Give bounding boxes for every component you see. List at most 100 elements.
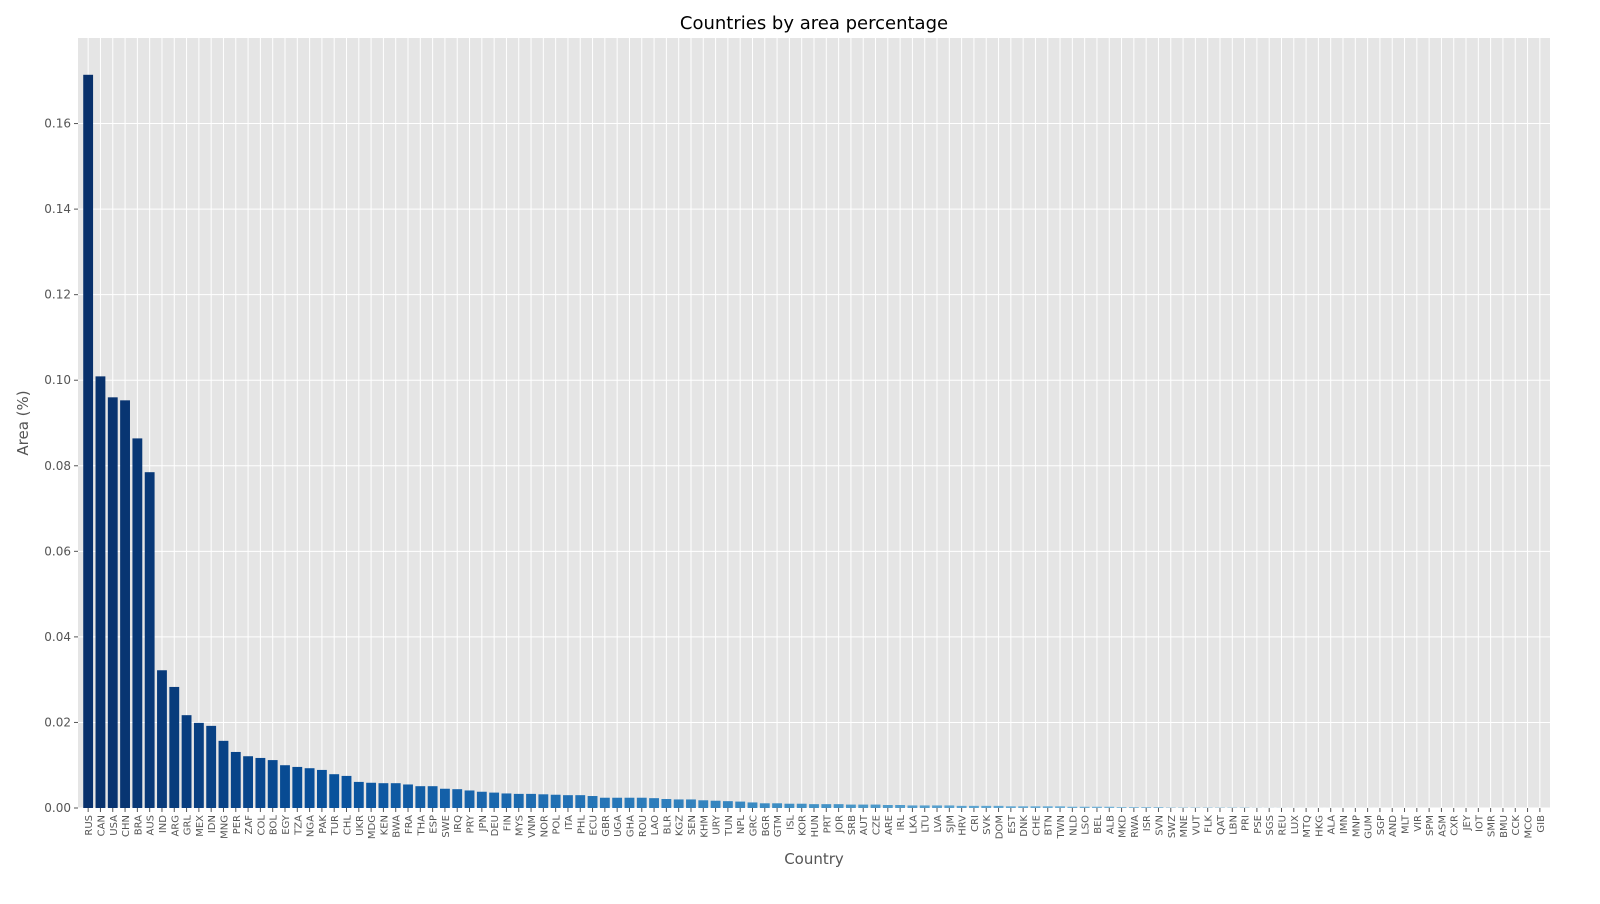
bar-CHN [120,400,130,808]
x-tick-label: MNG [219,815,230,839]
x-tick-label: GRL [183,815,194,836]
x-tick-label: SMR [1487,815,1498,837]
bar-UKR [354,782,364,808]
x-tick-label: BMU [1499,815,1510,838]
bar-SRB [846,805,856,808]
x-tick-label: NGA [306,815,317,837]
bar-FIN [502,793,512,808]
bar-RWA [1129,807,1139,808]
y-axis: 0.000.020.040.060.080.100.120.140.16 [44,117,78,815]
x-tick-label: UGA [613,815,624,837]
bar-BGR [760,803,770,808]
x-tick-label: ECU [589,815,600,836]
x-tick-label: QAT [1216,814,1227,835]
x-tick-label: EST [1007,814,1018,834]
bar-PHL [575,795,585,808]
bar-GRL [182,715,192,808]
bar-MYS [514,794,524,808]
bar-ECU [588,796,598,808]
y-tick-label: 0.00 [44,801,71,815]
bar-DNK [1018,806,1028,808]
bar-PRT [821,804,831,808]
x-tick-label: CHE [1031,815,1042,836]
x-tick-label: TWN [1056,815,1067,839]
x-tick-label: ESP [429,815,440,834]
x-tick-label: CCK [1511,815,1522,836]
bar-KGZ [674,799,684,808]
x-tick-label: USA [109,815,120,836]
bar-ISL [784,804,794,808]
x-tick-label: MKD [1118,815,1129,838]
bar-BEL [1092,807,1102,808]
x-tick-label: SVK [982,815,993,835]
chart-title: Countries by area percentage [680,13,948,34]
bar-NGA [305,768,315,808]
x-tick-label: VNM [527,815,538,838]
bar-SJM [944,805,954,808]
x-tick-label: SPM [1425,815,1436,836]
bar-ZAF [243,756,253,808]
bar-MKD [1117,807,1127,808]
x-tick-label: SVN [1154,815,1165,836]
x-tick-label: GHA [625,815,636,837]
x-tick-label: MLT [1401,814,1412,834]
x-tick-label: SGS [1265,815,1276,835]
x-tick-label: AUT [859,814,870,835]
bar-DEU [489,793,499,808]
x-tick-label: GBR [601,815,612,837]
bar-ESP [428,786,438,808]
bar-MDG [366,783,376,808]
bar-JPN [477,792,487,808]
bar-CZE [871,805,881,808]
x-tick-label: MNP [1351,815,1362,837]
x-tick-label: BEL [1093,815,1104,834]
x-tick-label: NOR [539,815,550,837]
bar-RUS [83,75,93,808]
x-tick-label: LUX [1290,815,1301,834]
bar-BRA [132,438,142,808]
bar-ISR [1141,807,1151,808]
bar-NPL [735,802,745,808]
y-axis-label: Area (%) [14,390,32,455]
x-tick-label: UKR [355,815,366,836]
x-tick-label: CAN [96,815,107,836]
x-tick-label: EGY [281,814,292,835]
y-tick-label: 0.10 [44,373,71,387]
bar-CAN [96,376,106,808]
bar-SVK [981,806,991,808]
y-tick-label: 0.06 [44,544,71,558]
bar-TUN [723,801,733,808]
x-tick-label: RWA [1130,815,1141,838]
x-tick-label: ITA [564,815,575,830]
x-tick-label: THA [416,815,427,837]
x-tick-label: BWA [392,815,403,838]
x-tick-label: IND [158,815,169,833]
x-tick-label: NLD [1068,815,1079,836]
x-tick-label: FIN [502,815,513,831]
x-axis-label: Country [784,850,844,868]
x-tick-label: CHL [343,815,354,836]
x-tick-label: PSE [1253,815,1264,834]
bar-MNG [219,741,229,808]
x-tick-label: BGR [761,815,772,836]
x-tick-label: TUR [330,815,341,836]
x-tick-label: LBN [1228,815,1239,835]
bar-PER [231,752,241,808]
bar-ALB [1104,807,1114,808]
x-tick-label: MCO [1524,815,1535,839]
x-tick-label: TUN [724,815,735,837]
bar-AUT [858,805,868,808]
bar-LKA [907,805,917,808]
x-tick-label: FLK [1204,815,1215,833]
bar-URY [711,801,721,808]
x-tick-label: ASM [1437,815,1448,837]
x-tick-label: HUN [810,815,821,837]
bar-PAK [317,770,327,808]
bar-VNM [526,794,536,808]
bar-IDN [206,726,216,808]
x-tick-label: CRI [970,815,981,832]
x-tick-label: LKA [908,815,919,834]
x-tick-label: DOM [995,815,1006,839]
bar-ITA [563,795,573,808]
